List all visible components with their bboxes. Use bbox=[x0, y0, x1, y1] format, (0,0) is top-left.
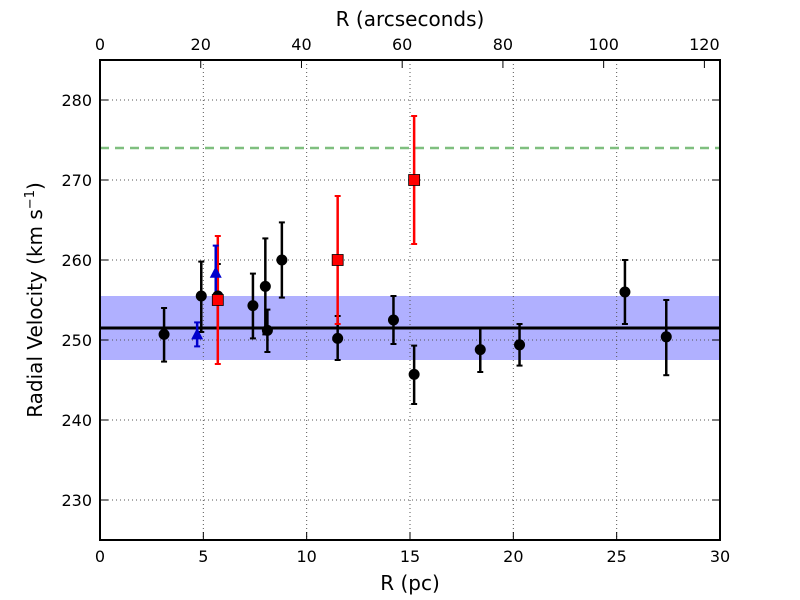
x-tick-label: 20 bbox=[503, 547, 523, 566]
data-point-circle bbox=[332, 332, 344, 344]
x2-tick-label: 20 bbox=[191, 35, 211, 54]
x-tick-label: 30 bbox=[710, 547, 730, 566]
data-point-circle bbox=[660, 331, 672, 343]
data-point-square bbox=[331, 254, 344, 266]
y-axis-label-close: ) bbox=[23, 182, 47, 190]
x2-axis-label: R (arcseconds) bbox=[336, 7, 485, 31]
data-point-circle bbox=[276, 254, 288, 266]
x2-tick-label: 40 bbox=[291, 35, 311, 54]
y-tick-label: 230 bbox=[61, 491, 92, 510]
data-point-circle bbox=[514, 339, 526, 351]
x2-tick-label: 0 bbox=[95, 35, 105, 54]
y-tick-label: 270 bbox=[61, 171, 92, 190]
data-point-circle bbox=[474, 344, 486, 356]
x2-tick-label: 100 bbox=[588, 35, 619, 54]
y-tick-label: 260 bbox=[61, 251, 92, 270]
y-tick-label: 240 bbox=[61, 411, 92, 430]
data-point-circle bbox=[261, 324, 273, 336]
y-tick-label: 250 bbox=[61, 331, 92, 350]
data-point-circle bbox=[247, 300, 259, 312]
y-tick-label: 280 bbox=[61, 91, 92, 110]
data-point-square bbox=[408, 174, 421, 186]
y-axis-label: Radial Velocity (km s−1) bbox=[23, 182, 47, 418]
x-tick-label: 10 bbox=[296, 547, 316, 566]
data-point-circle bbox=[259, 280, 271, 292]
y-axis-label-main: Radial Velocity (km s bbox=[23, 209, 47, 418]
data-point-circle bbox=[387, 314, 399, 326]
data-point-square bbox=[211, 294, 224, 306]
data-point-triangle bbox=[209, 266, 222, 278]
x-axis-label: R (pc) bbox=[380, 571, 440, 595]
x-tick-label: 25 bbox=[606, 547, 626, 566]
x-tick-label: 0 bbox=[95, 547, 105, 566]
x2-tick-label: 80 bbox=[493, 35, 513, 54]
y-axis-label-superscript: −1 bbox=[23, 190, 38, 209]
x2-tick-label: 120 bbox=[689, 35, 720, 54]
data-point-circle bbox=[195, 290, 207, 302]
x2-tick-label: 60 bbox=[392, 35, 412, 54]
data-point-circle bbox=[158, 328, 170, 340]
data-point-circle bbox=[408, 368, 420, 380]
x-tick-label: 15 bbox=[400, 547, 420, 566]
data-point-triangle bbox=[191, 327, 204, 340]
x-tick-label: 5 bbox=[198, 547, 208, 566]
data-point-circle bbox=[619, 286, 631, 298]
